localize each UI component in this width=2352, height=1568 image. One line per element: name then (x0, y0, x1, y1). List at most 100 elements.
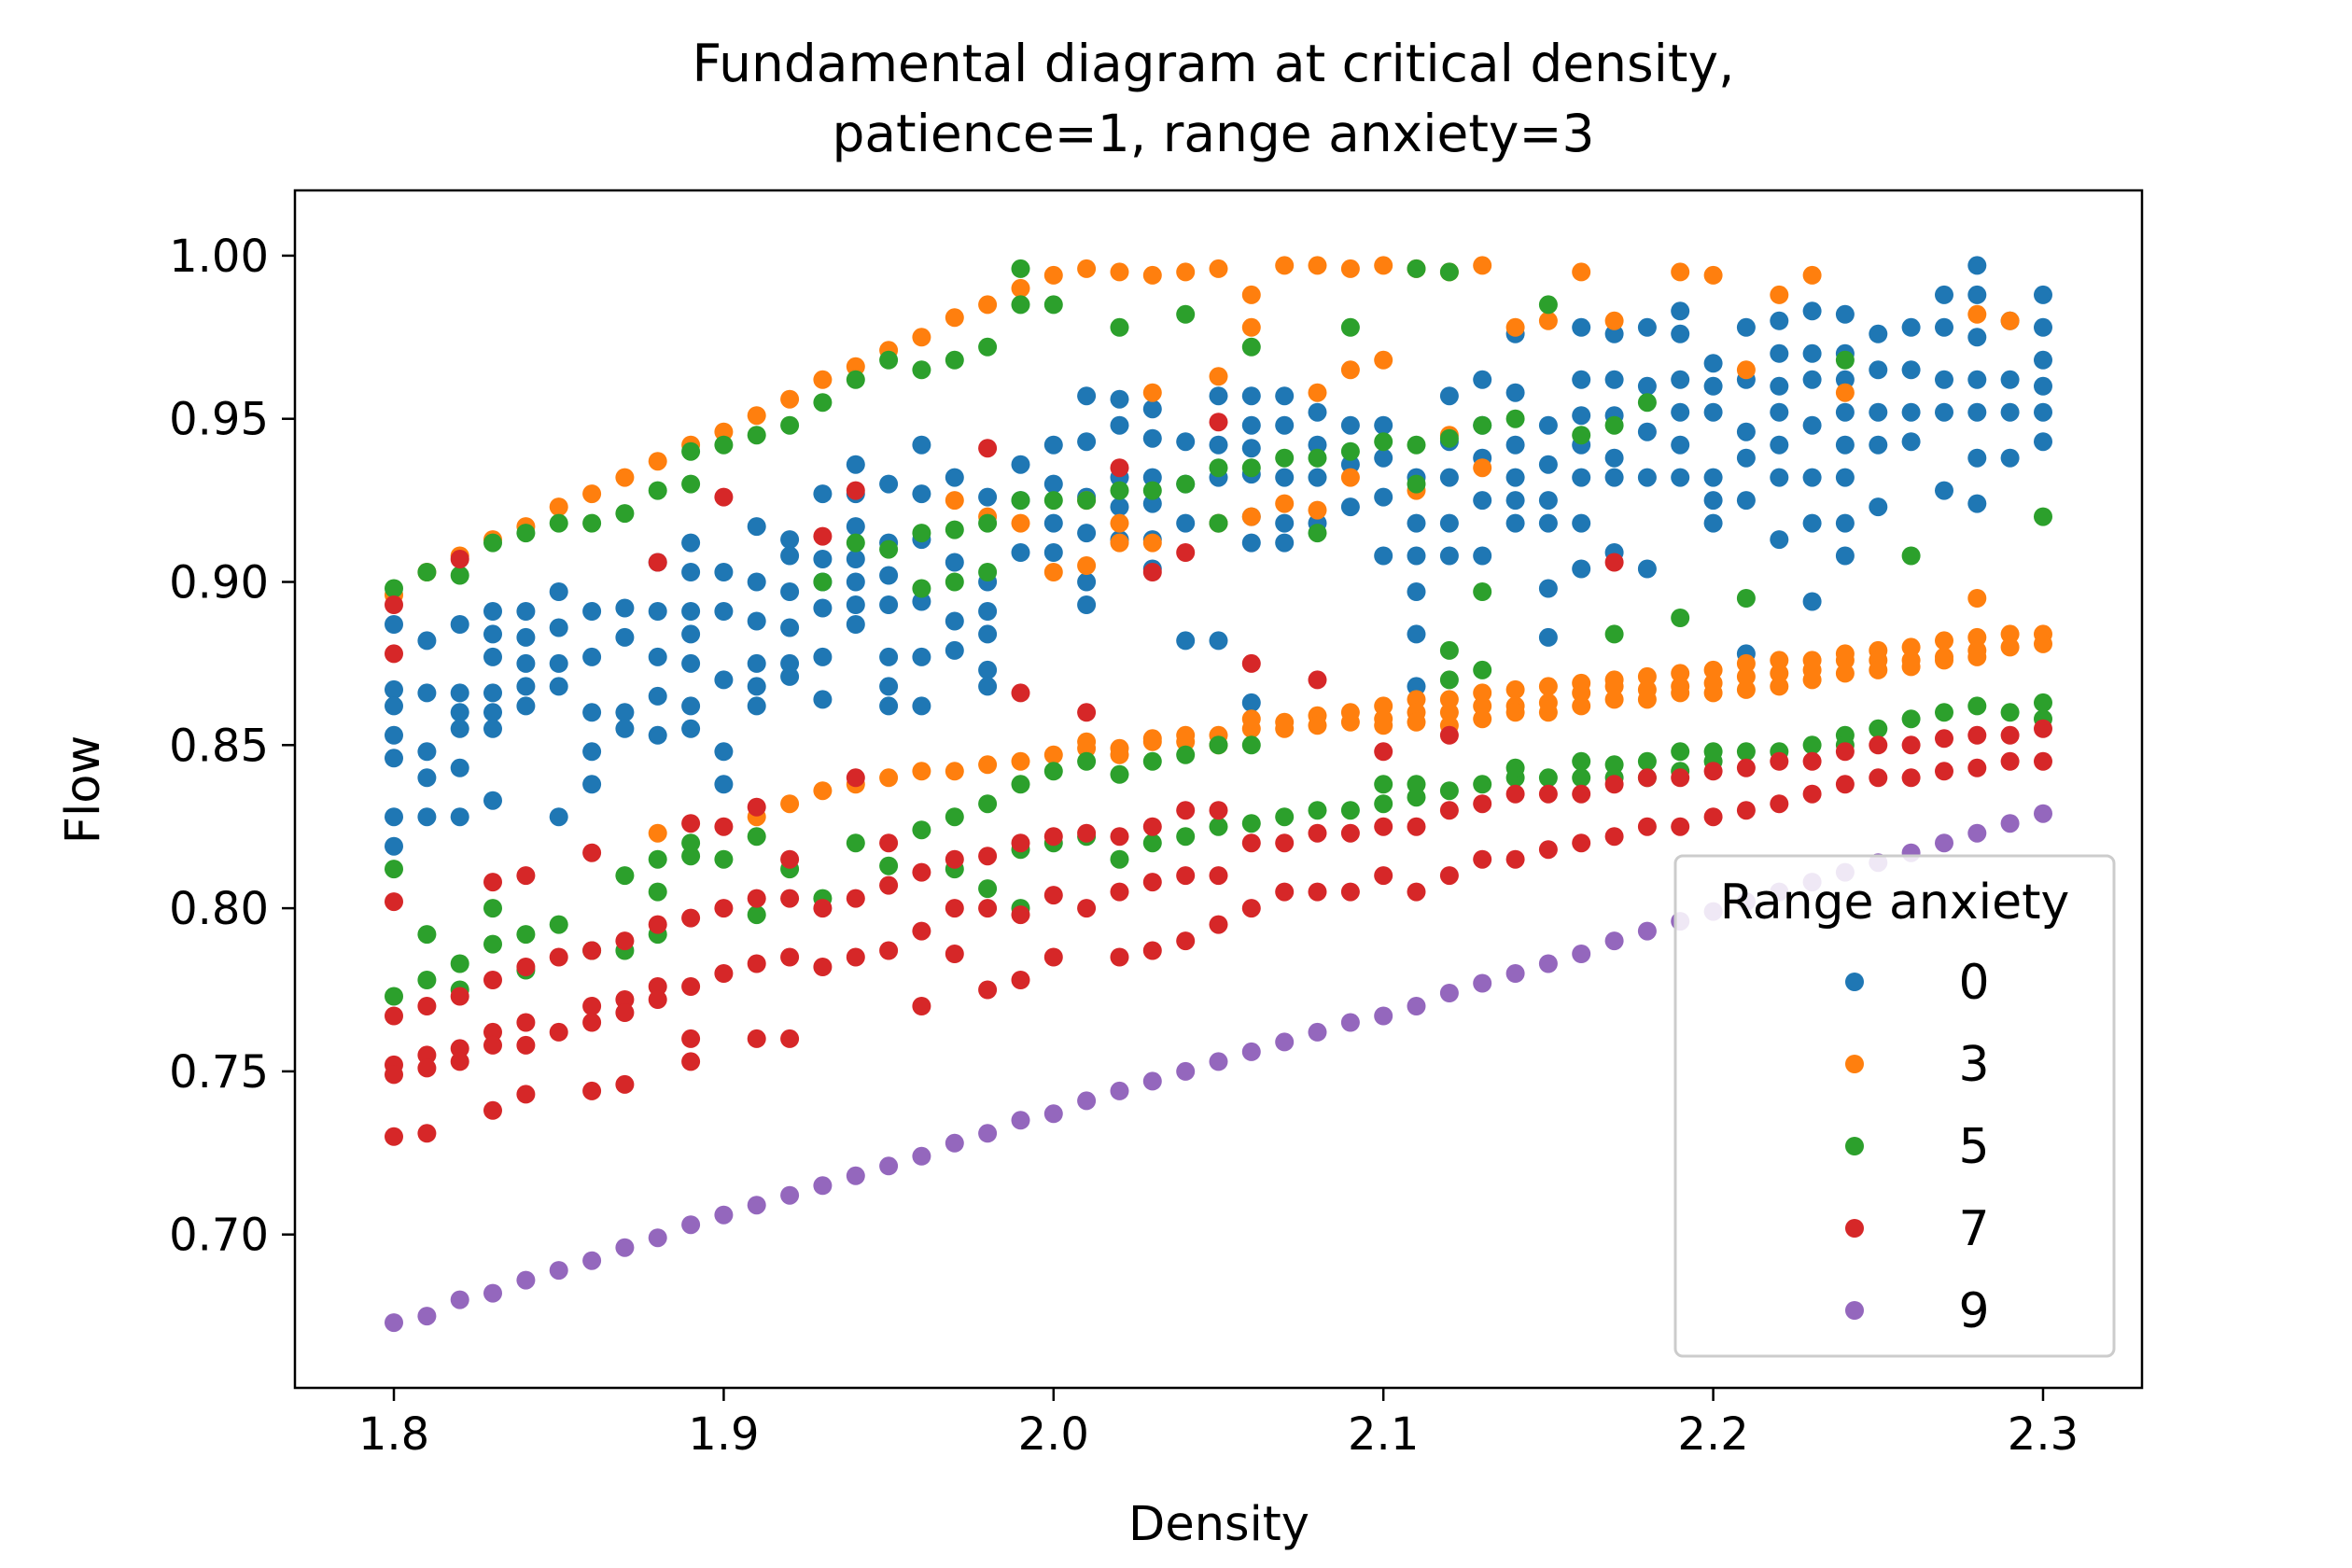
point-series-3-117 (1275, 719, 1295, 738)
point-series-3-23 (1142, 265, 1162, 285)
point-series-5-24 (1176, 304, 1196, 324)
point-series-0-235 (1770, 530, 1789, 550)
point-series-5-6 (582, 513, 602, 533)
point-series-3-8 (648, 452, 667, 471)
point-series-0-215 (1671, 435, 1690, 455)
point-series-9-27 (1275, 1032, 1295, 1052)
point-series-5-12 (747, 426, 766, 445)
point-series-5-37 (1374, 432, 1393, 452)
point-series-7-85 (1077, 823, 1097, 843)
point-series-5-57 (978, 563, 998, 581)
point-series-3-27 (1275, 256, 1295, 275)
point-series-3-101 (1770, 651, 1789, 670)
point-series-5-43 (1176, 474, 1196, 494)
x-tick-label: 2.1 (1348, 1408, 1419, 1461)
point-series-7-121 (1473, 849, 1492, 869)
point-series-7-8 (417, 1045, 437, 1065)
point-series-5-51 (912, 524, 931, 543)
point-series-3-153 (1770, 677, 1789, 696)
point-series-0-280 (2034, 402, 2052, 422)
x-tick-label: 2.0 (1018, 1408, 1089, 1461)
point-series-9-36 (1572, 945, 1591, 963)
point-series-0-36 (582, 647, 602, 666)
point-series-0-135 (1176, 513, 1196, 533)
point-series-0-153 (1275, 533, 1295, 553)
point-series-9-28 (1308, 1022, 1327, 1042)
point-series-0-14 (450, 703, 469, 722)
point-series-5-23 (1110, 317, 1129, 337)
point-series-7-131 (1637, 768, 1657, 788)
point-series-5-58 (1473, 582, 1492, 601)
point-series-0-53 (681, 653, 701, 673)
point-series-5-145 (1901, 709, 1921, 729)
point-series-0-240 (1802, 468, 1822, 487)
point-series-0-54 (681, 696, 701, 716)
point-series-5-5 (549, 513, 568, 533)
point-series-3-118 (1308, 716, 1327, 735)
point-series-0-190 (1538, 513, 1558, 533)
point-series-0-19 (483, 624, 502, 644)
point-series-7-23 (516, 1035, 536, 1055)
point-series-0-61 (747, 517, 766, 537)
point-series-5-82 (615, 866, 635, 886)
point-series-7-66 (879, 941, 899, 960)
point-series-0-180 (1473, 546, 1492, 566)
y-tick-label: 0.85 (169, 720, 269, 772)
point-series-5-87 (681, 847, 701, 866)
point-series-3-62 (1340, 468, 1360, 487)
point-series-5-133 (1637, 751, 1657, 771)
point-series-3-146 (1538, 703, 1558, 722)
point-series-5-113 (1176, 827, 1196, 847)
point-series-3-61 (1308, 500, 1327, 520)
point-series-0-276 (2034, 285, 2052, 304)
point-series-5-50 (945, 520, 964, 539)
point-series-5-47 (1043, 491, 1063, 511)
point-series-0-206 (1637, 317, 1657, 337)
point-series-3-78 (1011, 751, 1030, 771)
point-series-3-20 (1043, 265, 1063, 285)
point-series-7-144 (1835, 775, 1855, 794)
point-series-0-109 (1011, 455, 1030, 474)
point-series-3-46 (1374, 350, 1393, 370)
point-series-0-112 (1043, 435, 1063, 455)
point-series-0-58 (714, 670, 734, 690)
point-series-7-40 (681, 814, 701, 833)
point-series-0-16 (450, 758, 469, 777)
point-series-7-37 (648, 915, 667, 934)
point-series-0-216 (1671, 468, 1690, 487)
point-series-3-99 (1703, 660, 1723, 679)
point-series-0-127 (1142, 399, 1162, 419)
point-series-0-4 (385, 749, 403, 768)
point-series-3-40 (1967, 304, 1987, 324)
point-series-5-101 (1011, 775, 1030, 794)
point-series-3-134 (1835, 651, 1855, 670)
point-series-7-101 (1209, 915, 1228, 934)
point-series-0-3 (385, 725, 403, 745)
point-series-7-115 (1407, 817, 1426, 836)
point-series-0-42 (615, 703, 635, 722)
point-series-7-117 (1439, 725, 1459, 745)
point-series-9-49 (2000, 814, 2020, 833)
point-series-3-47 (1505, 317, 1525, 337)
point-series-5-1 (417, 563, 437, 581)
point-series-5-125 (1439, 781, 1459, 801)
point-series-7-34 (615, 1003, 635, 1022)
point-series-3-37 (1703, 265, 1723, 285)
point-series-0-111 (1011, 543, 1030, 562)
point-series-0-34 (549, 807, 568, 827)
point-series-7-148 (1901, 768, 1921, 788)
point-series-5-129 (1572, 751, 1591, 771)
point-series-9-11 (747, 1196, 766, 1215)
point-series-7-119 (1439, 866, 1459, 886)
point-series-0-13 (450, 683, 469, 703)
point-series-0-18 (483, 602, 502, 621)
point-series-5-7 (615, 504, 635, 524)
point-series-5-94 (846, 833, 865, 853)
point-series-5-139 (1736, 742, 1756, 762)
point-series-5-46 (1077, 491, 1097, 511)
point-series-0-195 (1572, 406, 1591, 426)
point-series-3-52 (945, 491, 964, 511)
point-series-9-30 (1374, 1006, 1393, 1026)
point-series-0-90 (879, 647, 899, 666)
point-series-0-193 (1572, 317, 1591, 337)
